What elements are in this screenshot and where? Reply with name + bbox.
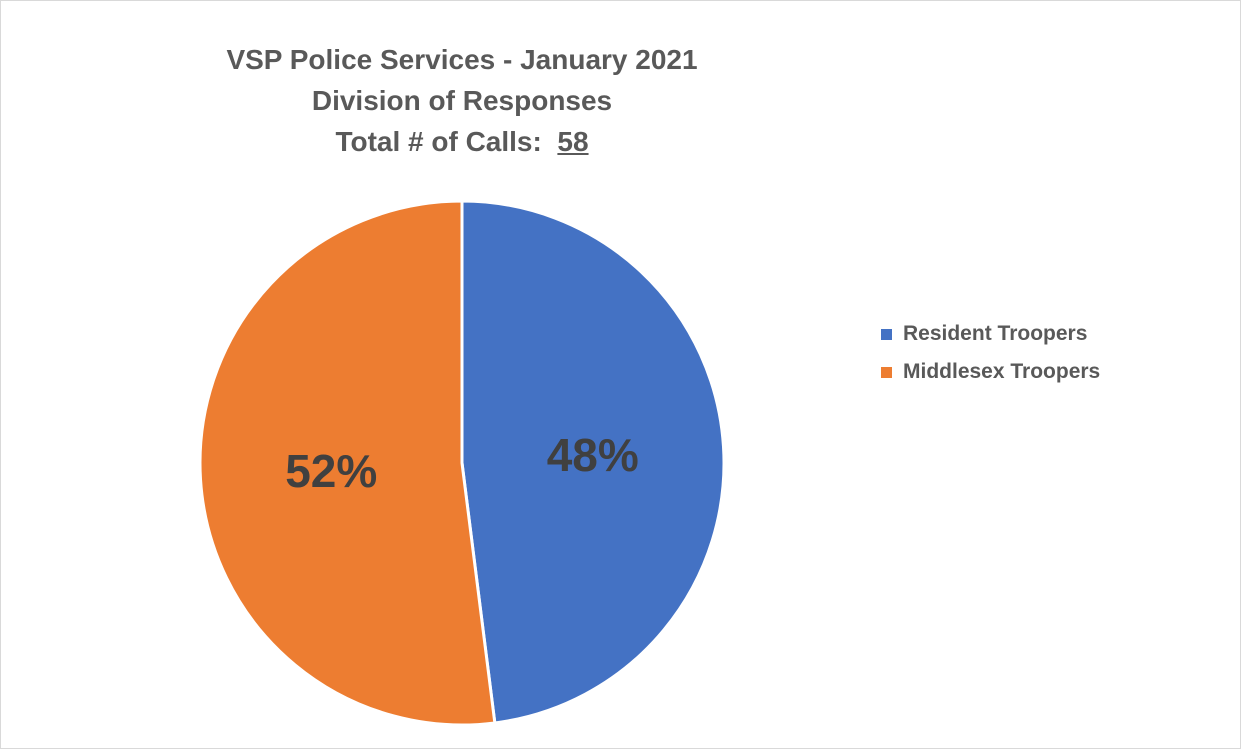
data-label-middlesex-troopers: 52%	[285, 445, 377, 497]
legend-item-middlesex-troopers: Middlesex Troopers	[881, 353, 1100, 391]
legend: Resident Troopers Middlesex Troopers	[881, 315, 1100, 391]
legend-swatch-resident-troopers	[881, 328, 892, 340]
chart-title-line-1: VSP Police Services - January 2021	[226, 44, 698, 75]
total-calls-label: Total # of Calls:	[335, 126, 542, 157]
legend-item-resident-troopers: Resident Troopers	[881, 315, 1100, 353]
data-label-resident-troopers: 48%	[547, 429, 639, 481]
legend-swatch-middlesex-troopers	[881, 366, 892, 378]
legend-label-resident-troopers: Resident Troopers	[903, 322, 1088, 345]
chart-title-line-2: Division of Responses	[311, 85, 613, 116]
total-calls-value: 58	[557, 126, 589, 157]
chart-title: VSP Police Services - January 2021 Divis…	[1, 39, 923, 162]
pie-slice-resident-troopers	[460, 199, 726, 725]
legend-label-middlesex-troopers: Middlesex Troopers	[903, 360, 1101, 383]
chart-total-line: Total # of Calls: 58	[1, 121, 923, 162]
pie-slice-middlesex-troopers	[198, 199, 497, 727]
